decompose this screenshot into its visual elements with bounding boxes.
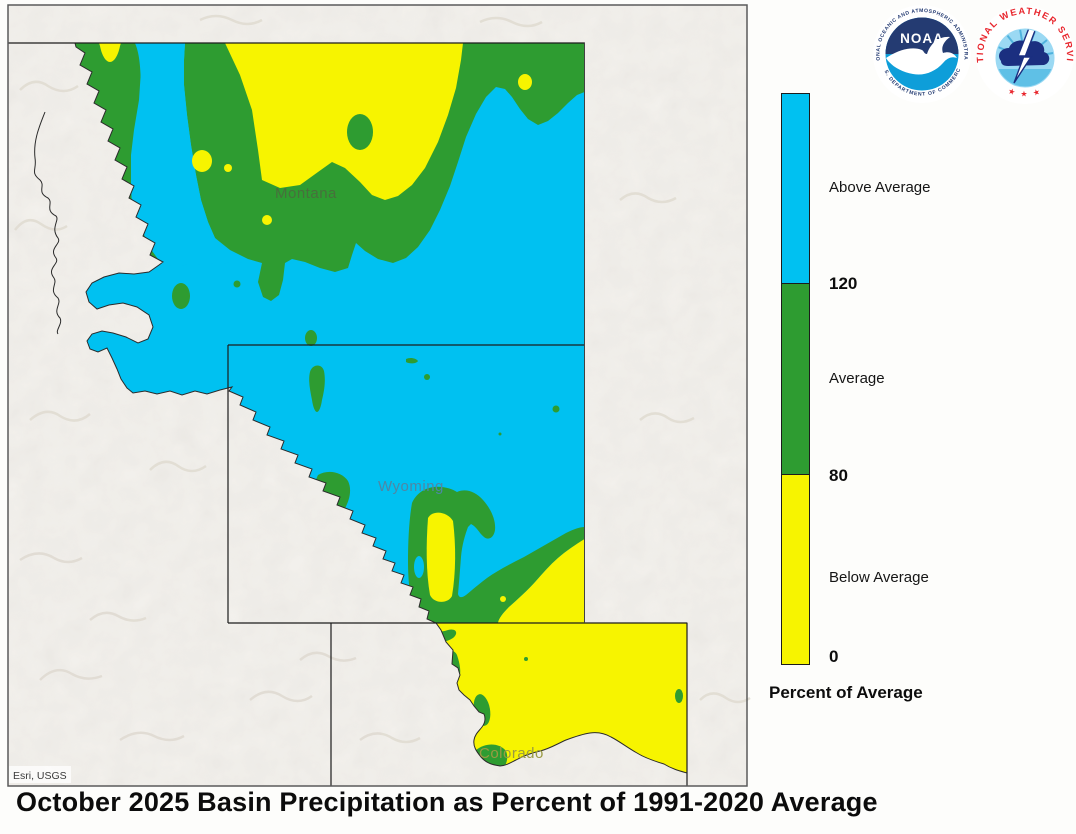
below-average-se [498,539,585,623]
legend-label-average: Average [829,370,885,387]
noaa-logo: NOAA NATIONAL OCEANIC AND ATMOSPHERIC AD… [873,5,971,103]
basin-outline [74,42,688,774]
state-borders [8,42,688,786]
above-average-pocket [414,556,424,578]
legend-colorbar [781,93,810,665]
nws-stars: ★ ★ ★ [1007,86,1041,98]
legend-label-above-average: Above Average [829,179,931,196]
legend-value-80: 80 [829,466,848,485]
legend-seg-below-average [781,474,810,665]
map-canvas: Montana Wyoming Colorado Esri, USGS [7,4,751,787]
legend-seg-above-average [781,93,810,284]
legend-label-below-average: Below Average [829,569,929,586]
state-labels-group: Montana Wyoming Colorado [275,185,544,762]
nws-emblem [996,29,1054,87]
below-average-dot [500,596,506,602]
terrain-ridges [14,14,751,744]
svg-text:★ ★ ★: ★ ★ ★ [1007,86,1043,98]
below-average-column [426,512,456,602]
legend-title: Percent of Average [769,683,923,702]
above-average-tongue [131,43,248,266]
idaho-border-line [34,111,62,335]
legend-value-120: 120 [829,274,858,293]
map-frame [7,4,748,787]
page-title: October 2025 Basin Precipitation as Perc… [16,787,878,817]
attribution: Esri, USGS [9,766,71,783]
legend-seg-average [781,283,810,475]
nws-lightning-icon [1013,29,1038,84]
attribution-text: Esri, USGS [13,770,67,782]
noaa-wordmark: NOAA [900,31,944,46]
legend-value-0: 0 [829,647,839,666]
below-average-region [98,43,532,225]
nws-logo: NATIONAL WEATHER SERVICE ★ ★ ★ [975,6,1074,104]
state-label-colorado: Colorado [479,745,544,762]
state-label-wyoming: Wyoming [378,478,444,495]
noaa-gull-icon [886,36,957,75]
state-label-montana: Montana [275,185,337,202]
